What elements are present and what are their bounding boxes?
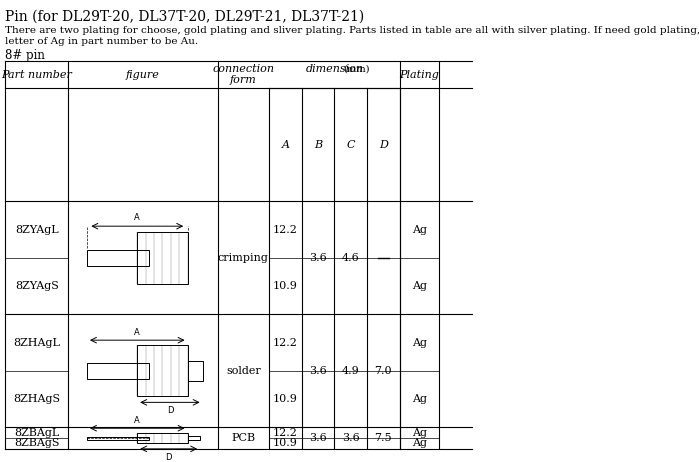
Text: 3.6: 3.6 bbox=[309, 366, 327, 376]
Text: dimension: dimension bbox=[305, 64, 363, 74]
Bar bbox=[87, 250, 149, 266]
Text: 8ZBAgL: 8ZBAgL bbox=[15, 428, 59, 438]
Text: Ag: Ag bbox=[412, 428, 427, 438]
Text: Pin (for DL29T-20, DL37T-20, DL29T-21, DL37T-21): Pin (for DL29T-20, DL37T-20, DL29T-21, D… bbox=[6, 10, 365, 24]
Text: 8ZYAgS: 8ZYAgS bbox=[15, 281, 59, 291]
Bar bbox=[87, 437, 149, 439]
Bar bbox=[187, 437, 200, 440]
Text: letter of Ag in part number to be Au.: letter of Ag in part number to be Au. bbox=[6, 37, 199, 46]
Text: 10.9: 10.9 bbox=[273, 281, 298, 291]
Bar bbox=[137, 345, 187, 396]
Text: solder: solder bbox=[226, 366, 261, 376]
Bar bbox=[137, 433, 187, 443]
Text: 12.2: 12.2 bbox=[273, 428, 298, 438]
Text: figure: figure bbox=[127, 70, 160, 79]
Text: Ag: Ag bbox=[412, 394, 427, 404]
Text: 10.9: 10.9 bbox=[273, 394, 298, 404]
Text: A: A bbox=[282, 140, 289, 150]
Text: D: D bbox=[379, 140, 388, 150]
Text: 8ZBAgS: 8ZBAgS bbox=[14, 438, 59, 449]
Text: 8ZHAgL: 8ZHAgL bbox=[13, 338, 60, 347]
Text: 4.9: 4.9 bbox=[342, 366, 359, 376]
Text: A: A bbox=[134, 328, 140, 337]
Text: A: A bbox=[134, 416, 140, 426]
Text: 7.5: 7.5 bbox=[375, 433, 392, 443]
Text: A: A bbox=[134, 213, 140, 222]
Text: 12.2: 12.2 bbox=[273, 225, 298, 235]
Text: 7.0: 7.0 bbox=[375, 366, 392, 376]
Text: B: B bbox=[314, 140, 322, 150]
Bar bbox=[87, 363, 149, 379]
Text: 8# pin: 8# pin bbox=[6, 49, 45, 62]
Text: 3.6: 3.6 bbox=[309, 253, 327, 263]
Text: 12.2: 12.2 bbox=[273, 338, 298, 347]
Text: There are two plating for choose, gold plating and sliver plating. Parts listed : There are two plating for choose, gold p… bbox=[6, 25, 699, 35]
Text: 3.6: 3.6 bbox=[342, 433, 359, 443]
Text: D: D bbox=[166, 406, 173, 415]
Text: Ag: Ag bbox=[412, 438, 427, 449]
Text: PCB: PCB bbox=[231, 433, 256, 443]
Text: C: C bbox=[347, 140, 355, 150]
Text: 3.6: 3.6 bbox=[309, 433, 327, 443]
Text: Ag: Ag bbox=[412, 338, 427, 347]
Text: 10.9: 10.9 bbox=[273, 438, 298, 449]
Text: 4.6: 4.6 bbox=[342, 253, 359, 263]
Text: 8ZYAgL: 8ZYAgL bbox=[15, 225, 59, 235]
Text: Part number: Part number bbox=[1, 70, 73, 79]
Text: connection
form: connection form bbox=[212, 64, 275, 85]
Text: Plating: Plating bbox=[400, 70, 440, 79]
Bar bbox=[187, 361, 203, 381]
Text: Ag: Ag bbox=[412, 281, 427, 291]
Text: 8ZHAgS: 8ZHAgS bbox=[13, 394, 61, 404]
Text: D: D bbox=[166, 453, 172, 462]
Bar bbox=[137, 232, 187, 284]
Text: crimping: crimping bbox=[218, 253, 269, 263]
Text: Ag: Ag bbox=[412, 225, 427, 235]
Text: (mm): (mm) bbox=[343, 64, 370, 73]
